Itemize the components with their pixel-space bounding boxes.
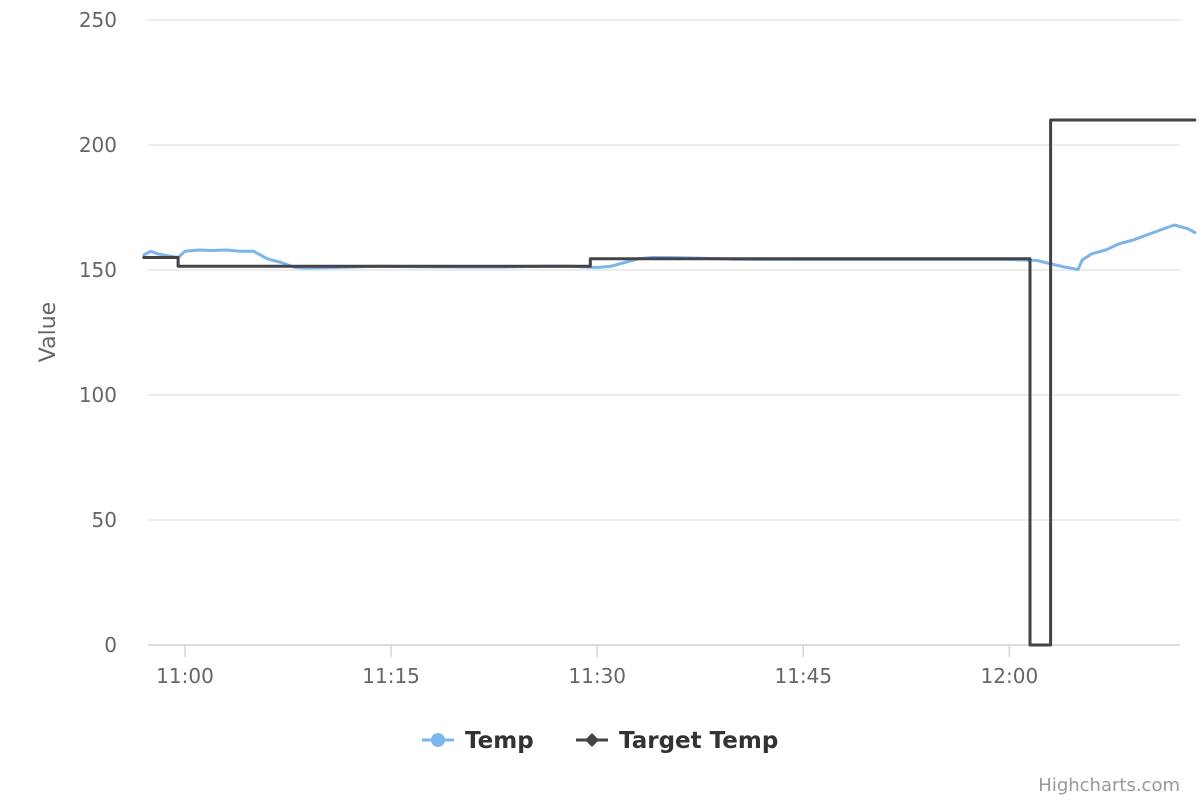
x-tick-label: 11:30 (568, 664, 626, 688)
y-tick-label: 150 (79, 258, 117, 282)
x-axis: 11:00 11:15 11:30 11:45 12:00 (148, 644, 1180, 688)
circle-marker-icon (431, 733, 445, 747)
series-line-temp[interactable] (142, 223, 1197, 271)
grid-lines (148, 19, 1180, 646)
y-axis: 0 50 100 150 200 250 (79, 8, 117, 657)
x-tick-label: 11:15 (362, 664, 420, 688)
y-tick-label: 100 (79, 383, 117, 407)
x-tick-label: 11:00 (156, 664, 214, 688)
series-lines (142, 118, 1197, 647)
y-tick-label: 50 (92, 508, 117, 532)
diamond-marker-icon (585, 733, 599, 747)
y-tick-label: 200 (79, 133, 117, 157)
x-tick-label: 12:00 (981, 664, 1039, 688)
y-axis-title: Value (36, 302, 61, 362)
legend-label: Target Temp (619, 728, 778, 754)
series-line-target-temp[interactable] (142, 118, 1197, 647)
legend-item-target-temp[interactable]: Target Temp (576, 728, 778, 754)
legend-label: Temp (465, 728, 534, 754)
x-tick-label: 11:45 (774, 664, 832, 688)
y-tick-label: 250 (79, 8, 117, 32)
legend-item-temp[interactable]: Temp (422, 728, 534, 754)
credits-link[interactable]: Highcharts.com (1038, 775, 1180, 796)
y-tick-label: 0 (104, 633, 117, 657)
legend[interactable]: Temp Target Temp (422, 728, 778, 754)
